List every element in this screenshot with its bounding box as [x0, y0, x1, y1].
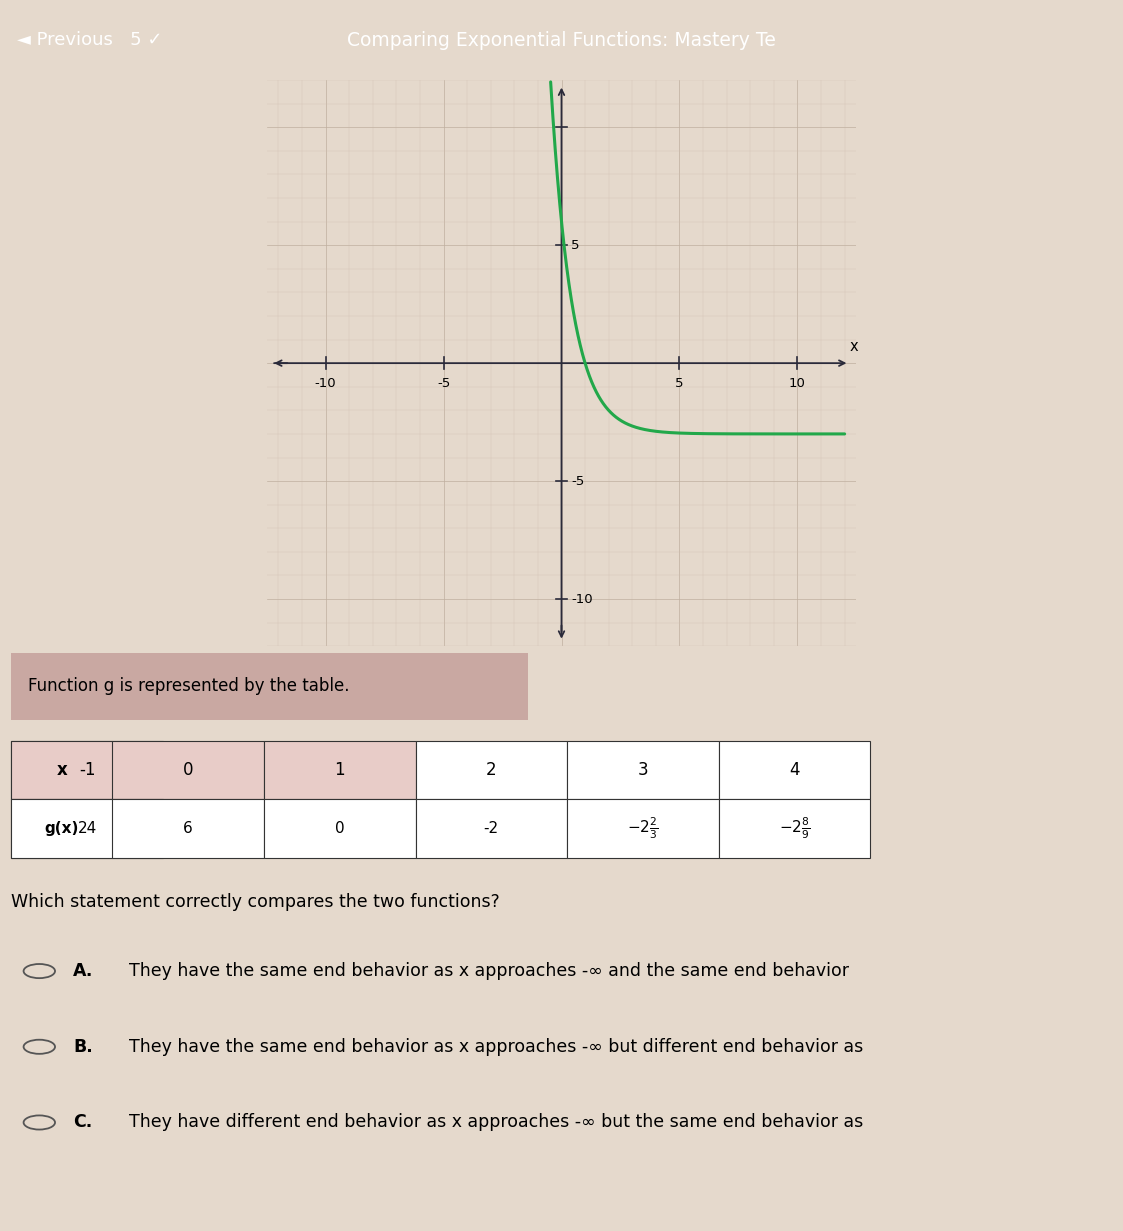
Text: Which statement correctly compares the two functions?: Which statement correctly compares the t… — [11, 892, 500, 911]
Text: They have the same end behavior as x approaches -∞ and the same end behavior: They have the same end behavior as x app… — [129, 963, 849, 980]
Text: g(x): g(x) — [45, 821, 79, 836]
Text: $-2\frac{8}{9}$: $-2\frac{8}{9}$ — [779, 816, 810, 841]
Text: 24: 24 — [77, 821, 97, 836]
Bar — [264, 741, 416, 799]
Text: 5: 5 — [675, 378, 684, 390]
Bar — [264, 799, 416, 858]
Text: C.: C. — [73, 1114, 92, 1131]
Text: They have different end behavior as x approaches -∞ but the same end behavior as: They have different end behavior as x ap… — [129, 1114, 864, 1131]
Text: -5: -5 — [570, 475, 584, 487]
Bar — [719, 741, 870, 799]
Bar — [11, 741, 163, 799]
Bar — [567, 799, 719, 858]
Bar — [11, 652, 528, 720]
Text: 3: 3 — [638, 762, 648, 779]
Text: 0: 0 — [183, 762, 193, 779]
Text: 4: 4 — [789, 762, 800, 779]
Text: A.: A. — [73, 963, 93, 980]
Text: Comparing Exponential Functions: Mastery Te: Comparing Exponential Functions: Mastery… — [347, 31, 776, 49]
Bar — [11, 799, 163, 858]
Text: x: x — [56, 762, 67, 779]
Text: B.: B. — [73, 1038, 93, 1056]
Bar — [11, 741, 112, 799]
Bar — [112, 799, 264, 858]
Text: 10: 10 — [789, 378, 806, 390]
Text: -10: -10 — [570, 592, 593, 606]
Text: 2: 2 — [486, 762, 496, 779]
Bar — [416, 799, 567, 858]
Bar — [112, 741, 264, 799]
Bar — [416, 741, 567, 799]
Text: Function g is represented by the table.: Function g is represented by the table. — [28, 677, 349, 696]
Text: -2: -2 — [484, 821, 499, 836]
Bar — [719, 799, 870, 858]
Bar — [11, 799, 112, 858]
Text: -1: -1 — [79, 762, 95, 779]
Text: ◄ Previous   5 ✓: ◄ Previous 5 ✓ — [17, 31, 163, 49]
Text: -10: -10 — [314, 378, 337, 390]
Text: 6: 6 — [183, 821, 193, 836]
Text: -5: -5 — [437, 378, 450, 390]
Text: $-2\frac{2}{3}$: $-2\frac{2}{3}$ — [628, 816, 658, 841]
Text: They have the same end behavior as x approaches -∞ but different end behavior as: They have the same end behavior as x app… — [129, 1038, 864, 1056]
Text: x: x — [850, 339, 858, 353]
Text: 5: 5 — [570, 239, 579, 251]
Text: 1: 1 — [335, 762, 345, 779]
Text: 0: 0 — [335, 821, 345, 836]
Bar — [567, 741, 719, 799]
